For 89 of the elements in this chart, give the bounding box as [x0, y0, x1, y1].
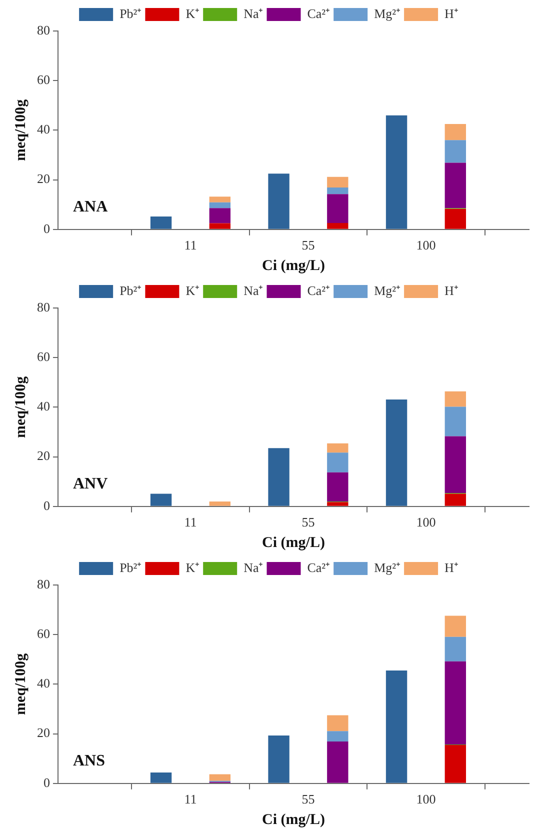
legend-label: K⁺: [186, 560, 200, 575]
x-axis-title: Ci (mg/L): [262, 258, 325, 274]
bar: [444, 494, 466, 506]
legend-label: Ca²⁺: [307, 6, 330, 21]
y-tick-label: 0: [44, 498, 50, 513]
bar: [150, 772, 172, 783]
legend-label: Na⁺: [244, 282, 263, 298]
bar: [209, 223, 231, 229]
x-tick-label: 55: [302, 514, 315, 530]
legend-label: Ca²⁺: [307, 282, 330, 298]
y-tick-label: 40: [37, 122, 50, 137]
x-tick-label: 55: [302, 792, 315, 807]
bar: [386, 400, 408, 506]
bar: [327, 222, 348, 229]
bar: [150, 494, 172, 506]
x-tick-label: 100: [416, 792, 436, 807]
bar: [327, 731, 348, 742]
bar: [327, 443, 348, 453]
x-axis-title: Ci (mg/L): [262, 812, 325, 828]
y-tick-label: 60: [37, 72, 50, 88]
x-tick-label: 11: [184, 238, 197, 253]
bar: [209, 208, 231, 224]
bar: [327, 741, 348, 783]
legend-label: H⁺: [444, 6, 458, 21]
bar: [444, 406, 466, 436]
bar: [268, 448, 290, 506]
x-tick-label: 11: [184, 514, 197, 530]
bar: [444, 124, 466, 140]
bar: [444, 661, 466, 744]
legend-label: Mg²⁺: [374, 6, 400, 21]
annotation: ANV: [73, 475, 108, 492]
bar: [444, 391, 466, 407]
y-tick-label: 0: [44, 774, 50, 790]
legend-label: Ca²⁺: [307, 560, 330, 575]
legend-label: K⁺: [186, 6, 200, 21]
x-axis-title: Ci (mg/L): [262, 534, 325, 551]
x-tick-label: 100: [416, 238, 436, 253]
bar: [209, 774, 231, 781]
bar: [209, 501, 231, 506]
y-tick-label: 40: [37, 398, 50, 414]
y-tick-label: 80: [37, 22, 50, 38]
legend-label: K⁺: [186, 282, 200, 298]
legend-label: Na⁺: [244, 6, 263, 21]
bar: [386, 670, 408, 783]
y-tick-label: 20: [37, 448, 50, 464]
y-tick-label: 80: [37, 576, 50, 592]
legend-label: Mg²⁺: [374, 560, 400, 575]
y-tick-label: 60: [37, 626, 50, 642]
bar: [444, 436, 466, 494]
x-tick-label: 55: [302, 238, 315, 253]
bar: [444, 162, 466, 208]
bar: [209, 196, 231, 202]
y-axis-title: meq/100g: [12, 652, 29, 716]
bar: [327, 472, 348, 502]
legend-label: H⁺: [444, 282, 458, 298]
legend-label: Na⁺: [244, 560, 263, 575]
bar: [327, 187, 348, 194]
x-tick-label: 100: [416, 514, 436, 530]
bar: [327, 194, 348, 223]
bar: [444, 140, 466, 163]
legend-label: Mg²⁺: [374, 282, 400, 298]
bar: [268, 736, 290, 783]
bar: [444, 636, 466, 662]
x-tick-label: 11: [184, 792, 197, 807]
bar: [327, 452, 348, 472]
y-tick-label: 60: [37, 349, 50, 364]
y-axis-title: meq/100g: [12, 98, 29, 162]
bar: [444, 616, 466, 637]
legend-label: H⁺: [444, 560, 458, 575]
y-tick-label: 20: [37, 171, 50, 186]
bar: [327, 176, 348, 188]
annotation: ANA: [73, 198, 108, 216]
y-axis-title: meq/100g: [12, 376, 29, 438]
legend-label: Pb²⁺: [120, 560, 142, 575]
y-tick-label: 0: [44, 220, 50, 236]
bar: [209, 202, 231, 208]
bar: [327, 502, 348, 506]
annotation: ANS: [73, 752, 106, 770]
y-tick-label: 40: [37, 676, 50, 691]
bar: [327, 715, 348, 732]
bar: [444, 744, 466, 783]
y-tick-label: 80: [37, 299, 50, 314]
y-tick-label: 20: [37, 725, 50, 740]
bar: [444, 208, 466, 229]
legend-label: Pb²⁺: [120, 282, 142, 298]
bar: [150, 216, 172, 229]
bar: [268, 174, 290, 229]
bar: [386, 115, 408, 229]
legend-label: Pb²⁺: [120, 6, 142, 21]
